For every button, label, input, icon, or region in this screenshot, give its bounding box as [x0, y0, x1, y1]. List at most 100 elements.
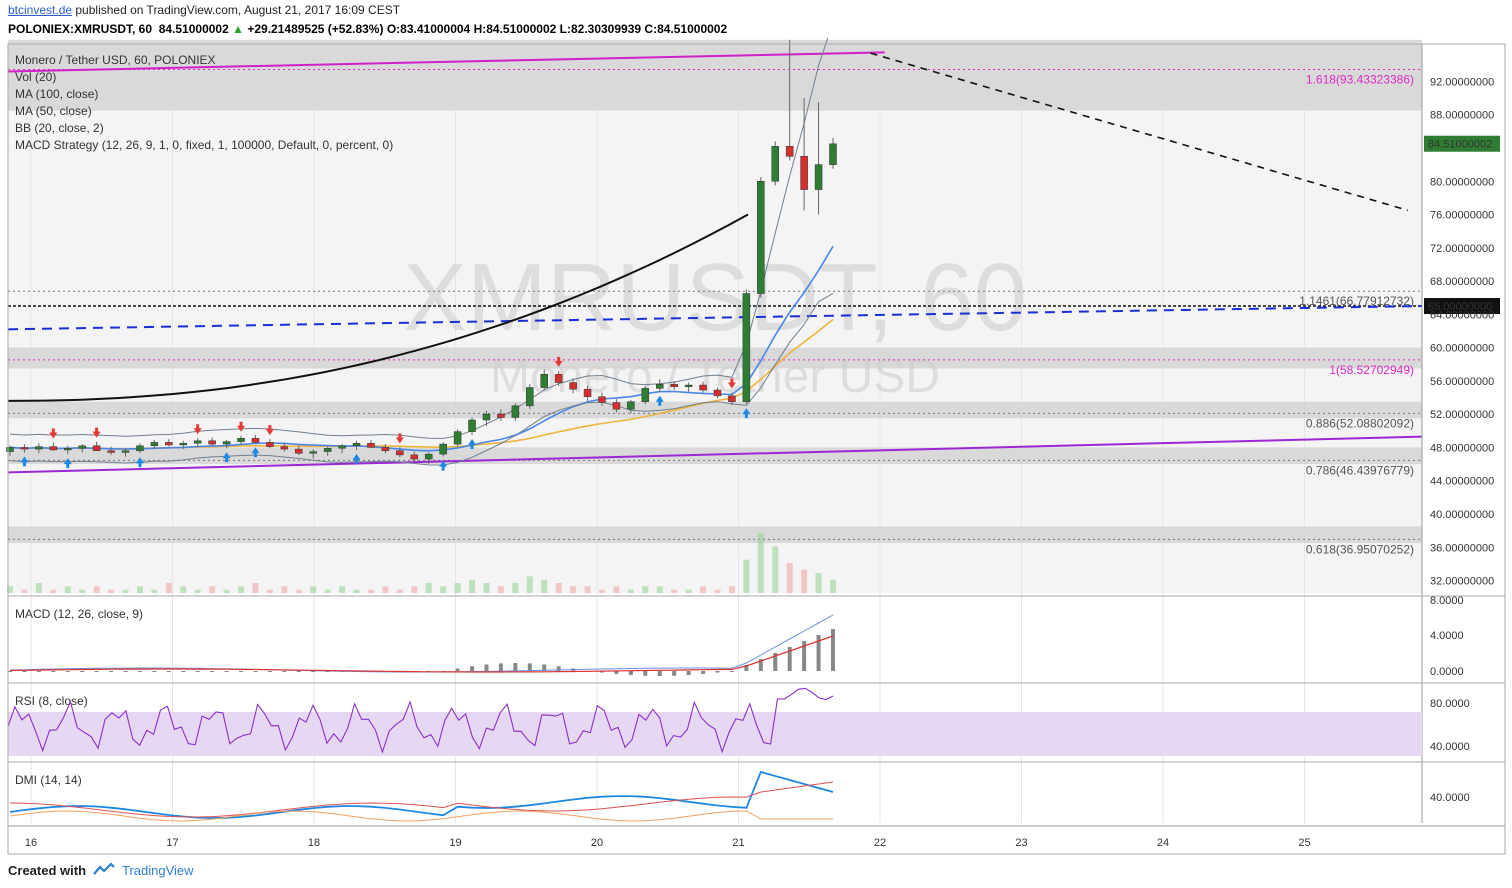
buy-arrow-icon: [468, 438, 477, 449]
rsi-tick: 80.0000: [1430, 698, 1470, 710]
volume-bar: [310, 586, 317, 593]
volume-bar: [411, 586, 418, 593]
rsi-band: [8, 712, 1422, 756]
volume-bar: [194, 589, 201, 593]
candle: [367, 443, 375, 448]
time-tick: 25: [1298, 837, 1310, 849]
candle: [193, 440, 202, 444]
price-tick: 72.00000000: [1430, 243, 1494, 255]
candle: [381, 447, 390, 452]
bb-upper-line: [9, 38, 829, 439]
candle: [482, 413, 491, 421]
fib-label: 1.618(93.43323386): [1306, 73, 1414, 87]
sell-arrow-icon: [193, 424, 202, 435]
lower-trendline: [7, 435, 1423, 474]
volume-bar: [252, 583, 259, 593]
sell-arrow-icon: [92, 427, 101, 438]
level-badge: [1424, 298, 1500, 315]
bb-lower-line: [9, 292, 834, 466]
candle: [814, 164, 823, 190]
candle: [136, 445, 144, 452]
macd-hist-bar: [137, 671, 142, 672]
volume-bar: [223, 589, 230, 593]
candle: [396, 450, 404, 456]
last-price-tag: 84.51000002: [1428, 139, 1492, 151]
volume-bar: [685, 589, 692, 593]
fib-label: 0.618(36.95070252): [1306, 542, 1414, 556]
macd-hist-bar: [715, 671, 720, 673]
macd-tick: 0.0000: [1430, 666, 1464, 678]
candle: [699, 384, 707, 391]
macd-hist-bar: [729, 671, 734, 672]
candle: [280, 446, 289, 450]
macd-hist-bar: [123, 671, 128, 672]
macd-hist-bar: [773, 653, 778, 671]
volume-bar: [324, 589, 331, 593]
macd-hist-bar: [94, 671, 99, 672]
volume-bar: [598, 589, 605, 593]
published-text: published on TradingView.com, August 21,…: [72, 3, 401, 17]
macd-hist-bar: [282, 671, 287, 672]
candle: [121, 450, 130, 453]
candle: [583, 388, 592, 397]
macd-hist-bar: [267, 671, 272, 672]
macd-hist-bar: [296, 671, 301, 672]
candle: [554, 373, 563, 383]
macd-hist-bar: [210, 671, 215, 672]
low-value: L:82.30309939: [559, 22, 642, 36]
candle: [439, 443, 447, 455]
price-tick: 56.00000000: [1430, 376, 1494, 388]
price-tick: 44.00000000: [1430, 476, 1494, 488]
macd-hist-bar: [686, 671, 691, 676]
volume-bar: [627, 589, 634, 593]
macd-hist-bar: [65, 671, 70, 672]
macd-hist-bar: [239, 671, 244, 672]
macd-hist-bar: [181, 671, 186, 672]
macd-hist-bar: [195, 671, 200, 672]
symbol-header: POLONIEX:XMRUSDT, 60 84.51000002 ▲ +29.2…: [8, 22, 727, 36]
candle: [179, 443, 188, 446]
volume-bar: [469, 579, 476, 593]
macd-hist-bar: [80, 671, 85, 672]
macd-hist-bar: [643, 671, 648, 676]
macd-tick: 4.0000: [1430, 630, 1464, 642]
macd-hist-bar: [628, 671, 633, 676]
fib-label: 0.786(46.43976779): [1306, 463, 1414, 477]
price-tick: 60.00000000: [1430, 343, 1494, 355]
volume-bar: [613, 586, 620, 593]
tradingview-logo-icon: [92, 862, 116, 879]
di-plus-line: [9, 781, 834, 818]
macd-hist-bar: [614, 671, 619, 674]
volume-bar: [656, 586, 663, 593]
time-tick: 17: [166, 837, 178, 849]
candle: [165, 442, 173, 446]
volume-bar: [266, 589, 273, 593]
site-link[interactable]: btcinvest.de: [8, 3, 73, 17]
watermark-line1: XMRUSDT, 60: [403, 244, 1027, 351]
candle: [627, 401, 635, 410]
dmi-label: DMI (14, 14): [15, 773, 82, 787]
macd-hist-bar: [152, 671, 157, 672]
volume-bar: [526, 576, 533, 593]
candle: [526, 387, 534, 407]
volume-bar: [671, 589, 678, 593]
candle: [655, 383, 664, 389]
sell-arrow-icon: [237, 421, 246, 432]
volume-bar: [21, 589, 28, 593]
candle: [829, 143, 837, 165]
candle: [453, 431, 462, 445]
candle: [309, 451, 317, 454]
volume-bar: [353, 589, 360, 593]
buy-arrow-icon: [20, 456, 29, 467]
volume-bar: [743, 559, 750, 593]
volume-bar: [425, 583, 432, 593]
tradingview-brand[interactable]: TradingView: [122, 863, 194, 878]
macd-signal-line: [9, 635, 834, 673]
price-tick: 52.00000000: [1430, 409, 1494, 421]
candle: [107, 450, 115, 453]
price-tick: 76.00000000: [1430, 210, 1494, 222]
volume-bar: [79, 589, 86, 593]
candle: [670, 383, 678, 387]
macd-hist-bar: [470, 666, 475, 671]
